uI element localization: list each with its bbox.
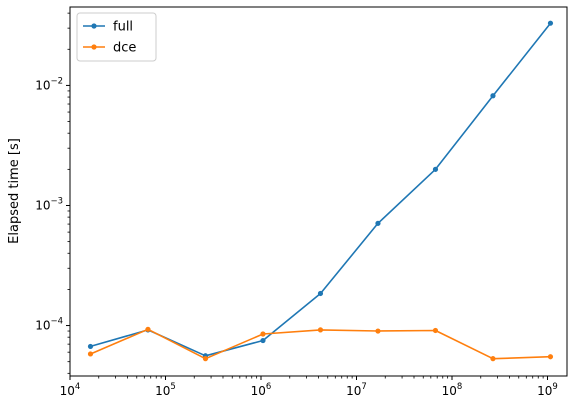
x-tick-label-base: 10 — [346, 384, 361, 398]
x-tick-label: 107 — [346, 382, 367, 398]
x-tick-label-base: 10 — [155, 384, 170, 398]
x-tick-label-exponent: 9 — [552, 382, 557, 392]
data-point-dce — [203, 356, 208, 361]
x-tick-label-exponent: 8 — [457, 382, 462, 392]
y-axis-label: Elapsed time [s] — [7, 138, 22, 244]
x-tick-label: 109 — [537, 382, 558, 398]
x-tick-label: 106 — [251, 382, 272, 398]
y-tick-label-base: 10 — [35, 319, 50, 333]
series-line-full — [91, 23, 551, 356]
data-point-full — [433, 167, 438, 172]
x-tick-label-exponent: 6 — [266, 382, 271, 392]
data-point-full — [490, 93, 495, 98]
legend: full dce — [77, 13, 156, 61]
y-tick-label-base: 10 — [35, 78, 50, 92]
data-point-dce — [375, 328, 380, 333]
data-point-full — [548, 21, 553, 26]
legend-label-full: full — [113, 20, 133, 35]
series-line-dce — [91, 329, 551, 358]
plot-frame — [70, 7, 567, 376]
legend-marker-full — [91, 23, 96, 28]
y-tick-label: 10−2 — [35, 76, 63, 92]
x-tick-label-base: 10 — [537, 384, 552, 398]
data-point-dce — [260, 331, 265, 336]
data-point-dce — [145, 327, 150, 332]
data-point-dce — [433, 328, 438, 333]
y-tick-label-exponent: −4 — [50, 317, 63, 327]
y-tick-label-exponent: −2 — [50, 76, 63, 86]
data-point-dce — [490, 356, 495, 361]
x-tick-label-base: 10 — [251, 384, 266, 398]
x-tick-label-base: 10 — [442, 384, 457, 398]
x-tick-label-exponent: 5 — [170, 382, 175, 392]
y-tick-label: 10−3 — [35, 196, 63, 212]
data-point-full — [375, 221, 380, 226]
y-tick-label-exponent: −3 — [50, 196, 63, 206]
data-point-full — [88, 344, 93, 349]
data-point-dce — [88, 351, 93, 356]
y-axis: 10−410−310−2 — [35, 13, 70, 373]
x-axis: 104 105 106 107 108 109 — [60, 376, 558, 398]
x-tick-label-base: 10 — [60, 384, 75, 398]
data-point-dce — [318, 327, 323, 332]
x-tick-label: 108 — [442, 382, 463, 398]
x-tick-label-exponent: 7 — [361, 382, 366, 392]
series-layer — [88, 21, 553, 362]
data-point-full — [318, 291, 323, 296]
data-point-dce — [548, 354, 553, 359]
x-tick-label-exponent: 4 — [75, 382, 80, 392]
x-tick-label: 105 — [155, 382, 176, 398]
y-tick-label: 10−4 — [35, 317, 63, 333]
legend-marker-dce — [91, 44, 96, 49]
data-point-full — [260, 338, 265, 343]
y-tick-label-base: 10 — [35, 198, 50, 212]
legend-label-dce: dce — [113, 41, 136, 56]
x-tick-label: 104 — [60, 382, 81, 398]
